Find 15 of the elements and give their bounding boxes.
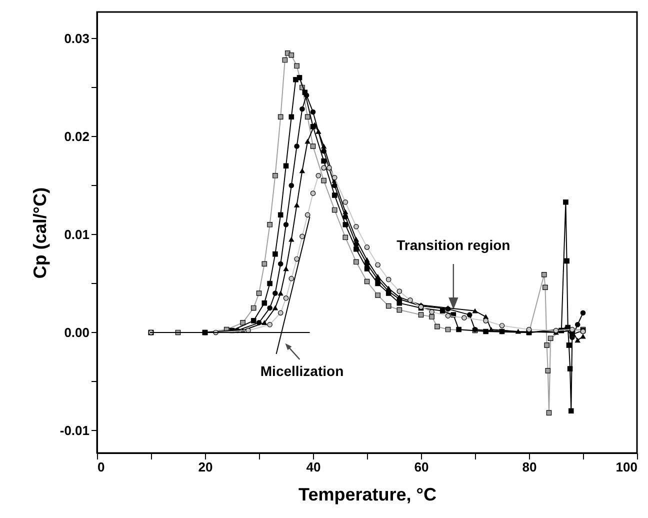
- x-tick-label: 80: [522, 460, 537, 474]
- x-tick-label: 100: [616, 460, 638, 474]
- y-tick-label: 0.00: [64, 324, 90, 340]
- x-tick-label: 20: [198, 460, 213, 474]
- y-tick-label: 0.02: [64, 128, 90, 144]
- x-axis-title: Temperature, °C: [298, 484, 436, 504]
- x-tick-label: 0: [98, 460, 105, 474]
- annotation: Micellization: [260, 363, 344, 379]
- x-tick-label: 40: [306, 460, 321, 474]
- y-tick-label: -0.01: [60, 422, 90, 438]
- annotation: Transition region: [396, 236, 510, 253]
- x-tick-label: 60: [414, 460, 429, 474]
- y-tick-label: 0.03: [64, 30, 90, 46]
- y-tick-label: 0.01: [64, 226, 90, 242]
- y-axis-title: Cp (cal/°C): [30, 187, 50, 279]
